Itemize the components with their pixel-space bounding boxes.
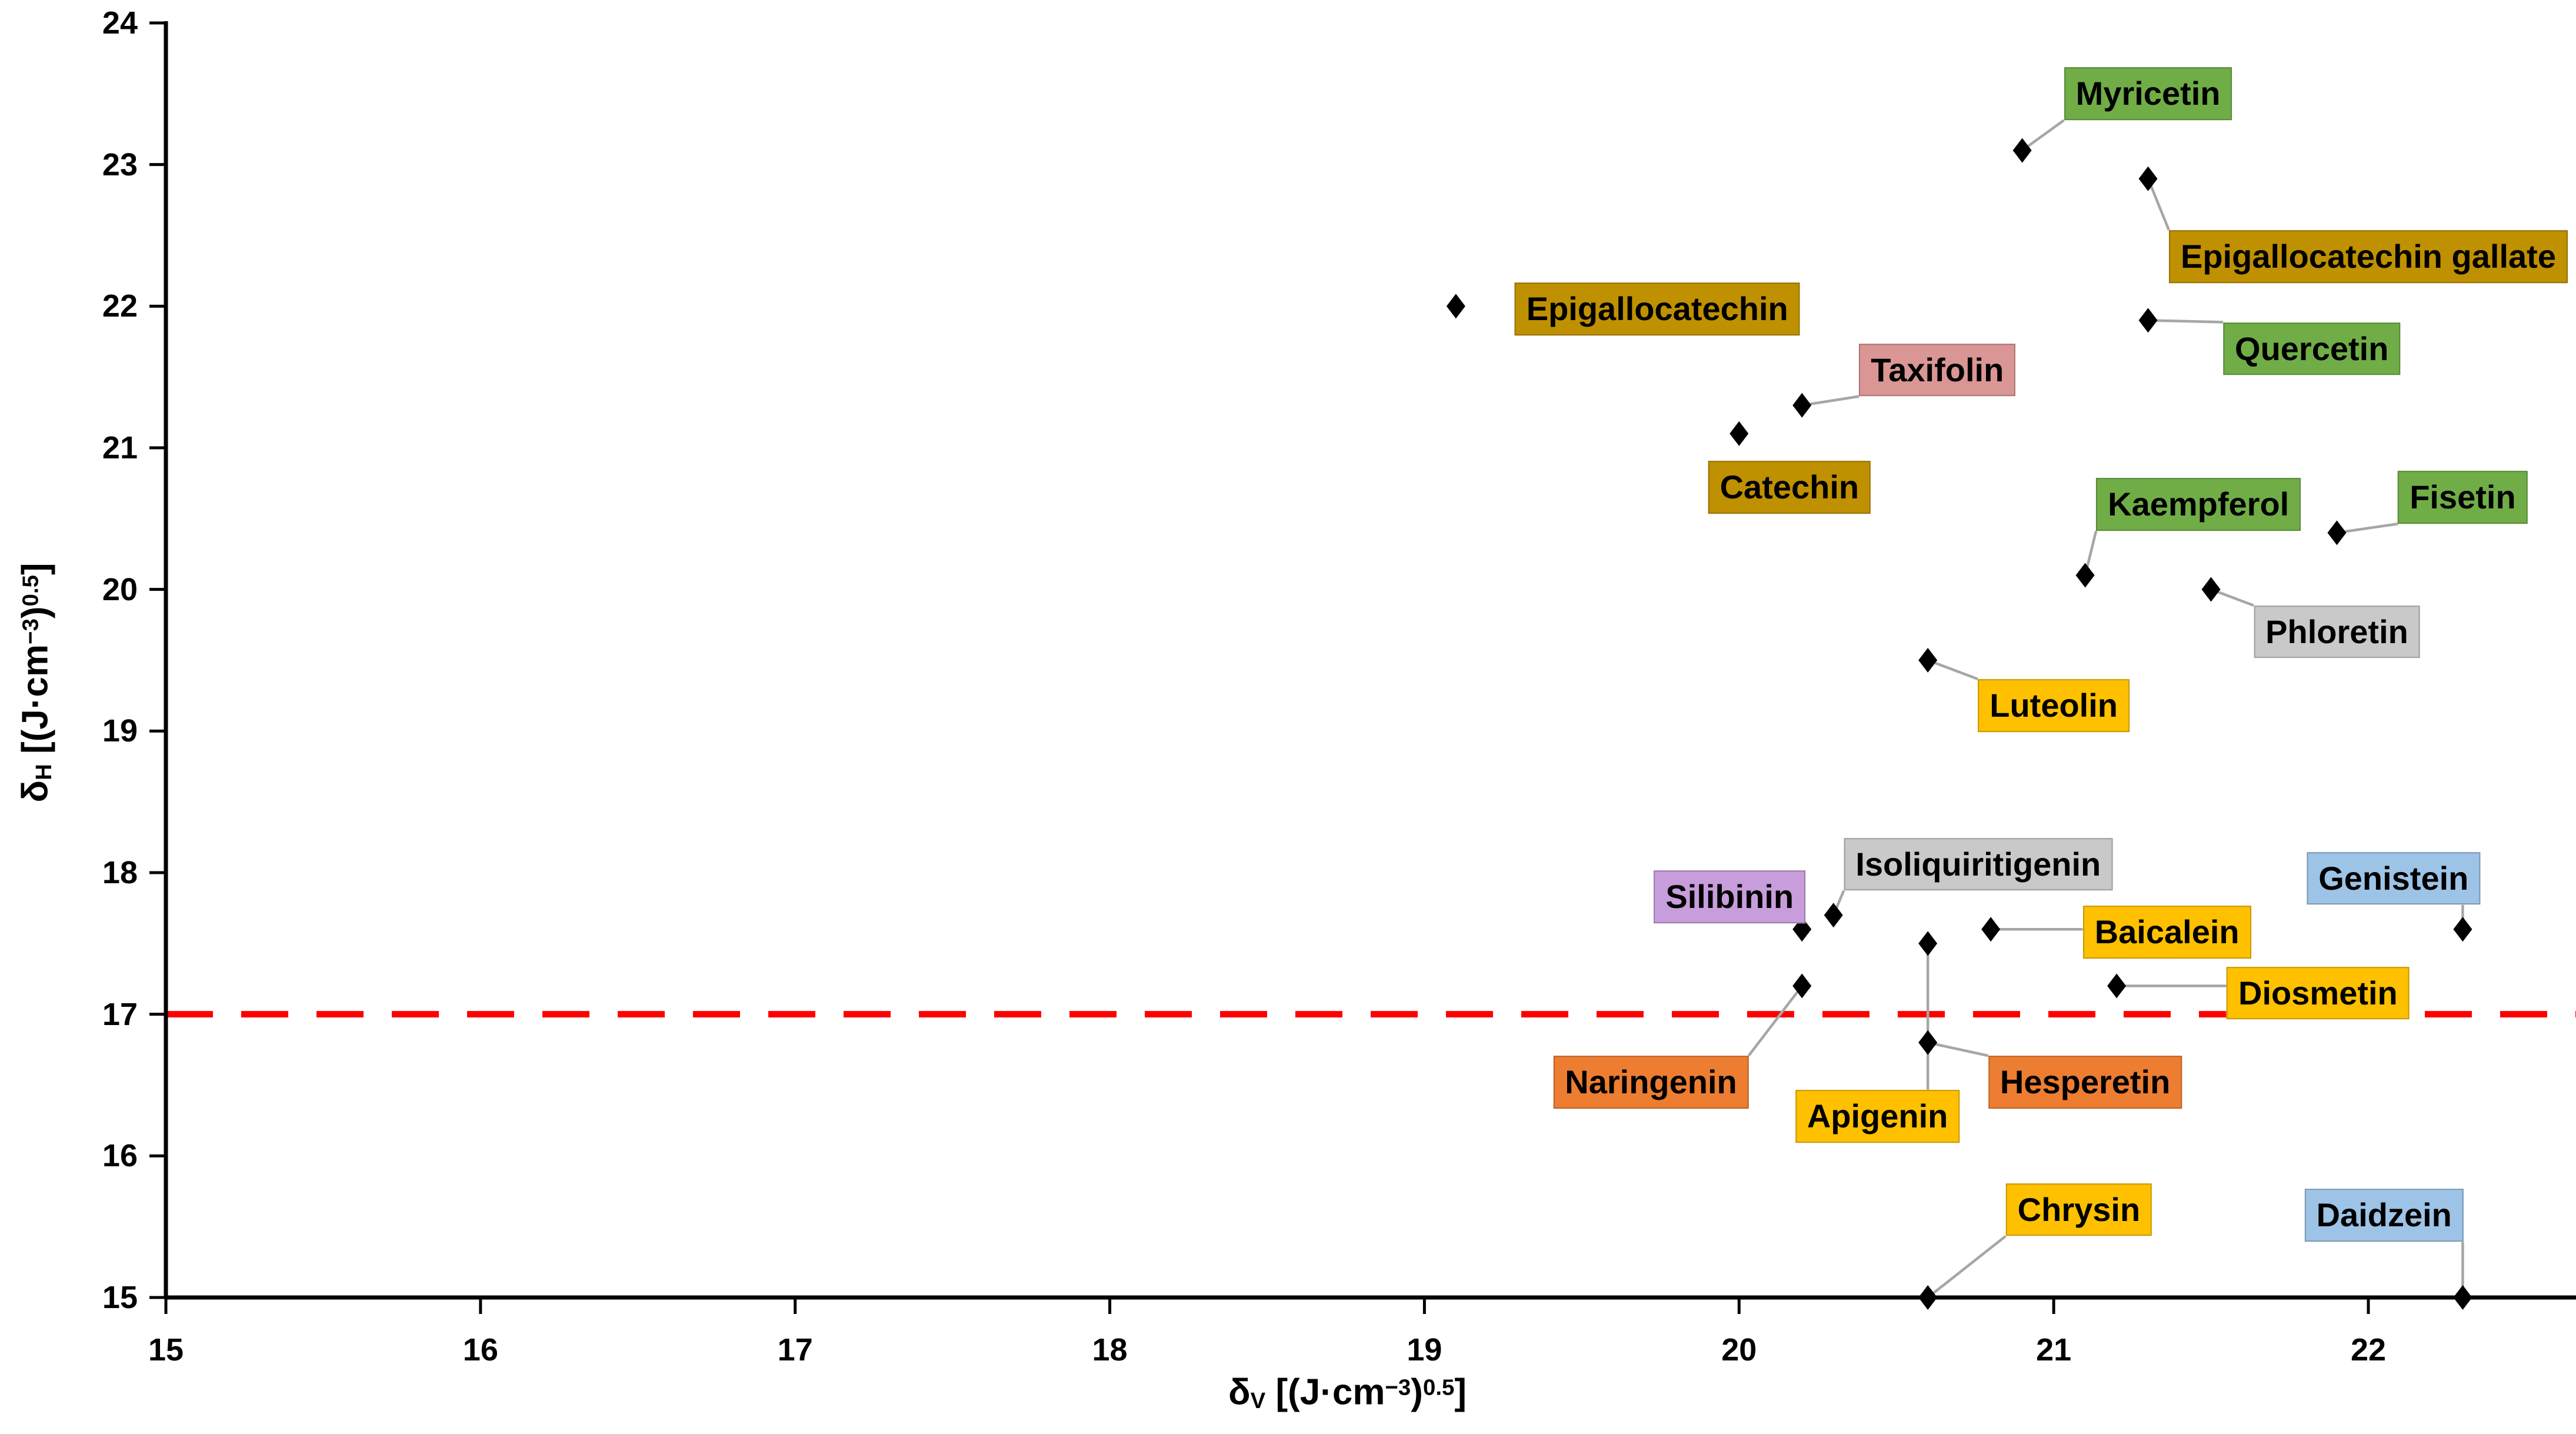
point-label-luteolin: Luteolin [1978,679,2130,732]
point-label-epigallocatechin: Epigallocatechin [1514,282,1800,335]
point-label-phloretin: Phloretin [2254,605,2420,658]
data-point-apigenin [1918,931,1938,956]
point-label-isoliquiritigenin: Isoliquiritigenin [1844,837,2113,891]
data-point-chrysin [1918,1285,1938,1310]
data-point-genistein [2453,917,2472,942]
data-point-kaempferol [2075,563,2095,588]
data-point-daidzein [2453,1285,2472,1310]
y-tick-label-17: 17 [102,996,138,1032]
y-tick-label-16: 16 [102,1138,138,1174]
x-tick-label-17: 17 [777,1332,813,1368]
x-tick-label-16: 16 [462,1332,498,1368]
data-point-naringenin [1792,973,1812,999]
data-point-baicalein [1981,917,2001,942]
leader-line [2021,119,2065,152]
point-label-myricetin: Myricetin [2064,67,2232,121]
leader-line [1927,1235,2007,1299]
y-tick-label-22: 22 [102,288,138,324]
data-point-isoliquiritigenin [1824,903,1843,928]
data-point-luteolin [1918,648,1938,673]
data-point-quercetin [2138,308,2158,333]
y-tick-label-23: 23 [102,147,138,182]
point-label-baicalein: Baicalein [2082,906,2251,959]
data-point-phloretin [2201,577,2221,602]
point-label-diosmetin: Diosmetin [2227,966,2410,1020]
leader-line [1747,985,1804,1057]
x-tick-label-19: 19 [1407,1332,1442,1368]
point-label-quercetin: Quercetin [2223,322,2401,375]
data-point-diosmetin [2107,973,2127,999]
leader-line [2337,523,2398,534]
leader-line [1927,1041,1989,1057]
x-tick-label-15: 15 [148,1332,184,1368]
point-label-chrysin: Chrysin [2005,1183,2152,1236]
x-tick-label-18: 18 [1092,1332,1128,1368]
x-tick-label-21: 21 [2036,1332,2072,1368]
point-label-silibinin: Silibinin [1654,870,1806,923]
point-label-hesperetin: Hesperetin [1988,1056,2182,1109]
point-label-kaempferol: Kaempferol [2096,478,2301,531]
y-tick-label-19: 19 [102,713,138,749]
x-tick-label-22: 22 [2350,1332,2387,1368]
data-point-myricetin [2012,138,2032,163]
y-tick-label-21: 21 [102,430,138,465]
data-point-hesperetin [1918,1030,1938,1055]
point-label-naringenin: Naringenin [1553,1056,1749,1109]
point-label-fisetin: Fisetin [2398,471,2528,524]
point-label-apigenin: Apigenin [1795,1090,1960,1143]
x-axis-title: δV [(J·cm−3)0.5] [1228,1372,1467,1413]
y-tick-label-24: 24 [102,5,138,41]
point-label-catechin: Catechin [1708,461,1871,514]
data-point-epigallocatechin [1446,294,1465,319]
data-point-taxifolin [1792,392,1812,418]
x-tick-label-20: 20 [1721,1332,1757,1368]
leader-line [1927,658,1978,681]
data-point-epigallocatechin-gallate [2138,166,2158,191]
y-tick-label-15: 15 [102,1280,138,1315]
y-tick-label-20: 20 [102,571,138,607]
leader-line [2147,178,2171,231]
data-point-catechin [1729,421,1749,446]
data-point-silibinin [1792,917,1812,942]
point-label-daidzein: Daidzein [2304,1189,2464,1242]
leader-line [1801,395,1859,407]
point-label-genistein: Genistein [2307,851,2481,905]
point-label-taxifolin: Taxifolin [1859,343,2016,397]
y-tick-label-18: 18 [102,855,138,890]
data-point-fisetin [2327,520,2347,545]
leader-line [2148,319,2224,324]
point-label-epigallocatechin-gallate: Epigallocatechin gallate [2169,230,2568,283]
